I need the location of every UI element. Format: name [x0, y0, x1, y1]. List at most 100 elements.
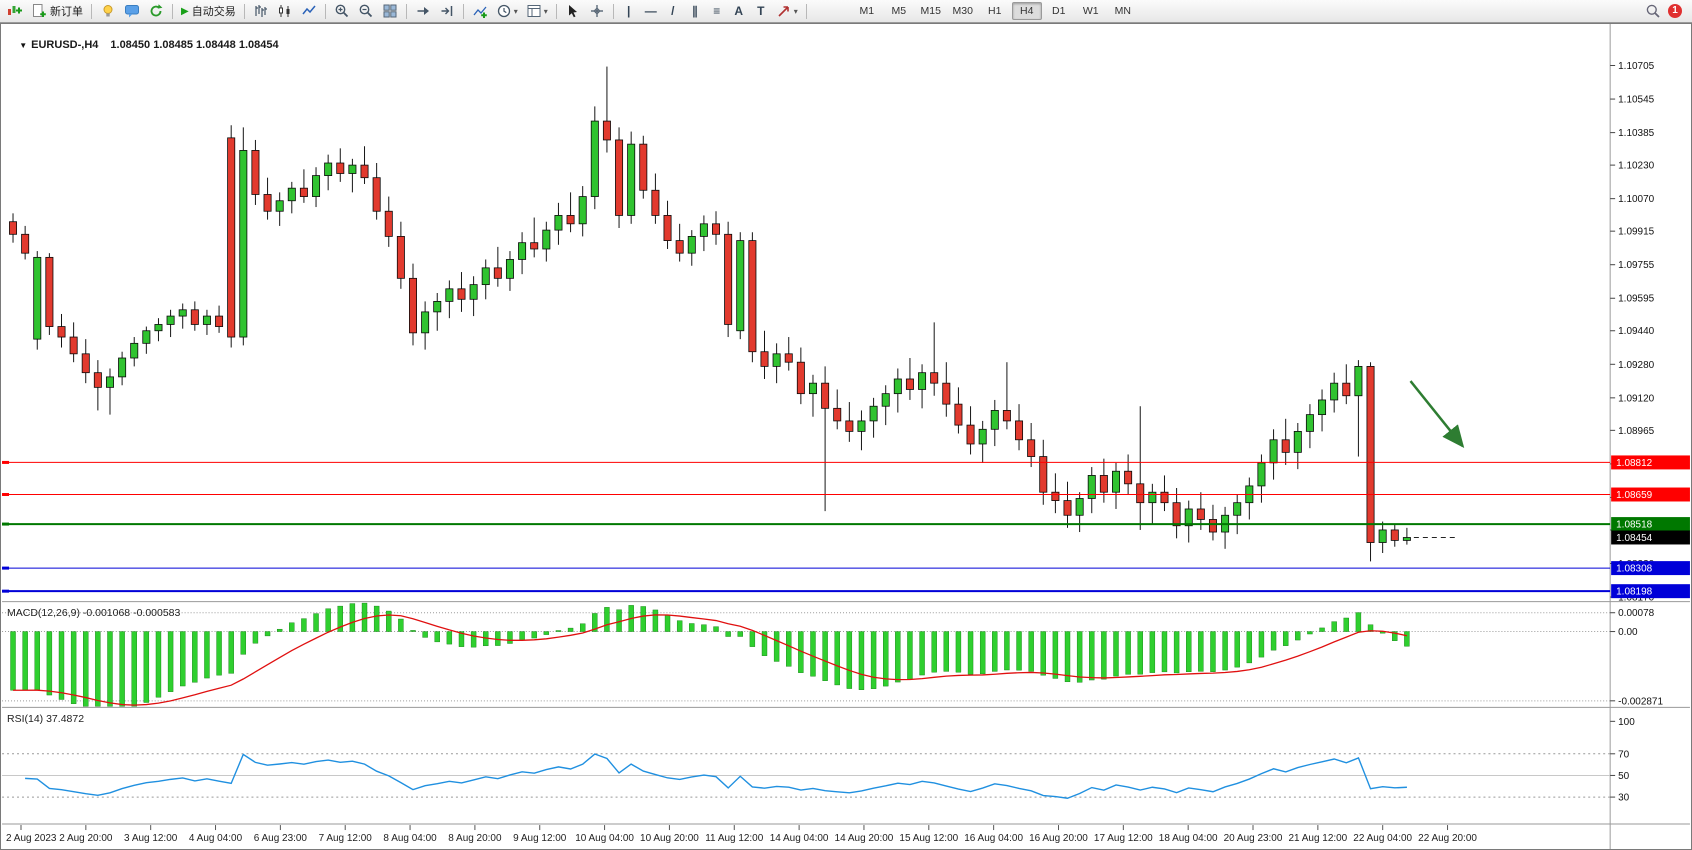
- timeframe-button-d1[interactable]: D1: [1052, 5, 1066, 17]
- tile-windows-button[interactable]: [379, 2, 401, 20]
- channel-icon: ∥: [691, 4, 698, 18]
- zoom-out-icon: [359, 4, 372, 18]
- periods-button[interactable]: ▾: [493, 2, 521, 20]
- cursor-tool-button[interactable]: [562, 2, 584, 20]
- toolbar: 新订单 ▶ 自动交易 ▾: [0, 0, 1692, 23]
- timeframe-button-m1[interactable]: M1: [859, 5, 875, 17]
- svg-text:1.08812: 1.08812: [1616, 458, 1652, 469]
- svg-text:21 Aug 12:00: 21 Aug 12:00: [1288, 833, 1347, 844]
- play-icon: ▶: [181, 5, 189, 17]
- auto-scroll-button[interactable]: [412, 2, 434, 20]
- timeframe-button-h4[interactable]: H4: [1011, 2, 1042, 20]
- new-chart-button[interactable]: [4, 2, 26, 20]
- timeframe-button-w1[interactable]: W1: [1082, 5, 1099, 17]
- auto-scroll-icon: [417, 7, 429, 15]
- svg-text:1.09915: 1.09915: [1618, 227, 1654, 238]
- toolbar-separator: [805, 3, 807, 19]
- svg-text:1.08659: 1.08659: [1616, 490, 1652, 501]
- svg-text:14 Aug 04:00: 14 Aug 04:00: [770, 833, 829, 844]
- svg-text:3 Aug 12:00: 3 Aug 12:00: [124, 833, 178, 844]
- timeframe-group: M1 M5 M15 M30 H1 H4 D1 W1 MN: [852, 2, 1138, 20]
- toolbar-separator: [243, 3, 245, 19]
- svg-text:1.09120: 1.09120: [1618, 393, 1654, 404]
- candlestick-mode-button[interactable]: [274, 2, 296, 20]
- svg-text:1.08965: 1.08965: [1618, 426, 1654, 437]
- ideas-button[interactable]: [97, 2, 119, 20]
- bar-chart-mode-button[interactable]: [250, 2, 272, 20]
- crosshair-icon: [590, 5, 603, 17]
- trendline-tool[interactable]: /: [663, 2, 683, 20]
- svg-text:0.00078: 0.00078: [1618, 608, 1654, 619]
- text-tool-icon: A: [734, 4, 744, 18]
- svg-text:6 Aug 23:00: 6 Aug 23:00: [254, 833, 308, 844]
- channel-tool[interactable]: ∥: [685, 2, 705, 20]
- chart-canvas[interactable]: 1.10705 1.10545 1.10385 1.10230 1.10070 1.099…: [1, 24, 1691, 849]
- svg-text:0.00: 0.00: [1618, 627, 1638, 638]
- trendline-icon: /: [671, 4, 675, 18]
- vertical-line-tool[interactable]: |: [619, 2, 639, 20]
- chevron-down-icon: ▾: [513, 6, 518, 16]
- autotrading-label: 自动交易: [191, 6, 236, 18]
- bar-chart-icon: [255, 5, 267, 17]
- timeframe-button-m15[interactable]: M15: [920, 5, 941, 17]
- time-axis: 2 Aug 2023 2 Aug 20:00 3 Aug 12:00 4 Aug 04…: [6, 825, 1477, 844]
- text-tool[interactable]: A: [729, 2, 749, 20]
- periods-clock-icon: [497, 4, 510, 18]
- templates-icon: [527, 5, 541, 17]
- rsi-panel: 100 70 50 30: [2, 717, 1635, 804]
- horizontal-line-tool[interactable]: —: [641, 2, 661, 20]
- fibonacci-tool[interactable]: ≡: [707, 2, 727, 20]
- chart-shift-button[interactable]: [436, 2, 458, 20]
- templates-button[interactable]: ▾: [523, 2, 551, 20]
- search-button[interactable]: [1642, 2, 1664, 20]
- svg-text:1.09755: 1.09755: [1618, 260, 1654, 271]
- toolbar-separator: [91, 3, 92, 19]
- community-button[interactable]: [121, 2, 143, 20]
- line-chart-mode-button[interactable]: [298, 2, 320, 20]
- svg-text:1.09280: 1.09280: [1618, 360, 1654, 371]
- macd-panel: 0.00078 0.00 -0.002871: [2, 602, 1663, 707]
- svg-text:1.08198: 1.08198: [1616, 587, 1652, 598]
- timeframe-button-mn[interactable]: MN: [1114, 5, 1131, 17]
- timeframe-button-h1[interactable]: H1: [988, 5, 1002, 17]
- svg-text:1.08454: 1.08454: [1616, 533, 1652, 544]
- chevron-down-icon: ▾: [543, 6, 548, 16]
- svg-text:17 Aug 12:00: 17 Aug 12:00: [1094, 833, 1153, 844]
- toolbar-separator: [405, 3, 407, 19]
- tile-windows-icon: [383, 4, 397, 18]
- toolbar-separator: [612, 3, 614, 19]
- add-indicator-button[interactable]: [469, 2, 491, 20]
- refresh-button[interactable]: [145, 2, 167, 20]
- arrow-annotation: [1409, 380, 1465, 449]
- new-order-button[interactable]: 新订单: [28, 2, 86, 20]
- arrow-tool-icon: [778, 6, 789, 17]
- new-order-label: 新订单: [50, 6, 83, 18]
- arrows-tool[interactable]: ▾: [773, 2, 801, 20]
- svg-text:14 Aug 20:00: 14 Aug 20:00: [835, 833, 894, 844]
- label-tool-icon: T: [757, 4, 765, 18]
- svg-text:20 Aug 23:00: 20 Aug 23:00: [1224, 833, 1283, 844]
- svg-text:1.09440: 1.09440: [1618, 326, 1654, 337]
- notification-badge[interactable]: 1: [1668, 4, 1682, 18]
- timeframe-button-m30[interactable]: M30: [952, 5, 973, 17]
- zoom-out-button[interactable]: [355, 2, 377, 20]
- zoom-in-icon: [335, 4, 348, 18]
- zoom-in-button[interactable]: [331, 2, 353, 20]
- crosshair-tool-button[interactable]: [586, 2, 608, 20]
- horizontal-line-icon: —: [644, 4, 657, 18]
- svg-text:7 Aug 12:00: 7 Aug 12:00: [319, 833, 373, 844]
- svg-text:50: 50: [1618, 771, 1630, 782]
- svg-text:1.10070: 1.10070: [1618, 194, 1654, 205]
- svg-text:1.08518: 1.08518: [1616, 520, 1652, 531]
- svg-text:1.08308: 1.08308: [1616, 564, 1652, 575]
- timeframe-button-m5[interactable]: M5: [891, 5, 907, 17]
- svg-text:1.10705: 1.10705: [1618, 61, 1654, 72]
- svg-text:22 Aug 04:00: 22 Aug 04:00: [1353, 833, 1412, 844]
- svg-text:18 Aug 04:00: 18 Aug 04:00: [1159, 833, 1218, 844]
- autotrading-button[interactable]: ▶ 自动交易: [178, 2, 239, 20]
- toolbar-separator: [555, 3, 557, 19]
- chevron-down-icon: ▾: [793, 6, 798, 16]
- svg-text:30: 30: [1618, 793, 1630, 804]
- svg-text:10 Aug 04:00: 10 Aug 04:00: [575, 833, 634, 844]
- label-tool[interactable]: T: [751, 2, 771, 20]
